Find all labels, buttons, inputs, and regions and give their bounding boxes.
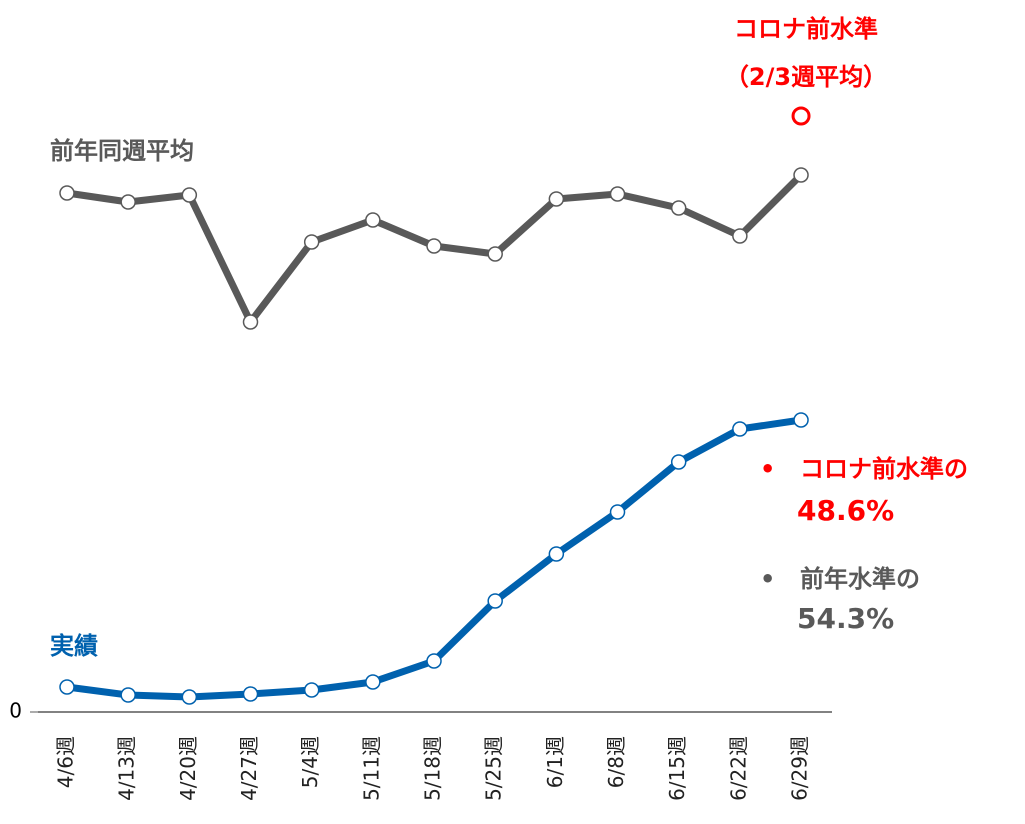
x-tick-label: 5/18週 bbox=[421, 736, 445, 801]
point bbox=[120, 194, 136, 210]
reference-label: （2/3週平均） bbox=[725, 63, 887, 91]
point bbox=[426, 238, 442, 254]
notes: • コロナ前水準の 48.6% • 前年水準の 54.3% bbox=[760, 455, 968, 635]
point bbox=[487, 246, 503, 262]
point bbox=[609, 504, 626, 520]
note-figure: 48.6% bbox=[797, 494, 894, 527]
point bbox=[609, 186, 626, 202]
point bbox=[793, 167, 809, 183]
point bbox=[426, 653, 442, 669]
x-tick-label: 6/8週 bbox=[604, 736, 628, 788]
reference-label: コロナ前水準 bbox=[734, 15, 878, 43]
point bbox=[670, 454, 687, 470]
bullet: • bbox=[760, 455, 775, 483]
point bbox=[242, 686, 259, 702]
x-tick-label: 4/27週 bbox=[237, 736, 261, 801]
x-tick-label: 4/13週 bbox=[115, 736, 139, 801]
point bbox=[732, 228, 748, 244]
x-tick-label: 4/6週 bbox=[54, 736, 78, 788]
reference-point bbox=[791, 106, 811, 126]
note-text: 前年水準の bbox=[800, 565, 920, 593]
point bbox=[670, 200, 687, 216]
point bbox=[303, 234, 320, 250]
x-tick-label: 5/11週 bbox=[359, 736, 383, 801]
x-tick-label: 5/25週 bbox=[482, 736, 506, 801]
x-tick-label: 6/29週 bbox=[788, 736, 812, 801]
x-tick-label: 6/1週 bbox=[543, 736, 567, 788]
point bbox=[59, 679, 75, 695]
point bbox=[120, 687, 136, 703]
point bbox=[365, 674, 381, 690]
series-label: 前年同週平均 bbox=[50, 137, 194, 165]
point bbox=[181, 187, 198, 203]
point bbox=[548, 546, 565, 562]
note-figure: 54.3% bbox=[797, 602, 894, 635]
point bbox=[242, 314, 259, 330]
point bbox=[365, 212, 381, 228]
y-tick-label: 0 bbox=[9, 699, 22, 723]
point bbox=[732, 421, 748, 437]
x-tick-label: 5/4週 bbox=[298, 736, 322, 788]
x-tick-label: 6/22週 bbox=[726, 736, 750, 801]
bullet: • bbox=[760, 565, 775, 593]
point bbox=[181, 689, 198, 705]
note-text: コロナ前水準の bbox=[800, 455, 968, 483]
point bbox=[303, 682, 320, 698]
point bbox=[59, 185, 75, 201]
series-label: 実績 bbox=[50, 632, 98, 660]
x-tick-label: 4/20週 bbox=[176, 736, 200, 801]
x-tick-label: 6/15週 bbox=[665, 736, 689, 801]
point bbox=[793, 412, 809, 428]
point bbox=[548, 191, 565, 207]
point bbox=[487, 593, 503, 609]
